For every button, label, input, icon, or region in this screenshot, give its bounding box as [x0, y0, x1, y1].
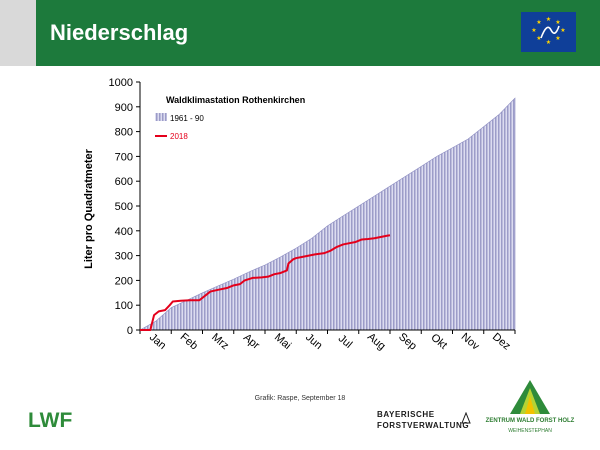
x-tick-label: Feb [178, 331, 200, 352]
precipitation-chart: 0 100 200 300 400 500 600 700 800 900 1000 Jan Feb Mr… [83, 77, 516, 353]
x-tick-label: Dez [490, 331, 513, 353]
legend-swatch-1961-90 [155, 113, 167, 121]
bayern-emblem-icon [461, 412, 471, 424]
legend-label-1961-90: 1961 - 90 [170, 114, 204, 123]
svg-text:★: ★ [546, 39, 551, 46]
x-tick-label: Apr [241, 332, 262, 352]
y-tick-label: 500 [115, 201, 133, 213]
y-tick-label: 600 [115, 176, 133, 188]
y-tick-label: 300 [115, 251, 133, 263]
y-tick-label: 100 [115, 300, 133, 312]
x-tick-label: Jul [336, 333, 354, 351]
legend: 1961 - 90 2018 [155, 113, 204, 141]
bayern-line-2: FORSTVERWALTUNG [377, 421, 470, 430]
x-tick-label: Jun [303, 331, 324, 352]
y-tick-label: 0 [127, 325, 133, 337]
zentrum-mountain-icon [510, 380, 550, 414]
area-1961-90 [138, 97, 516, 331]
lwf-logo: LWF [28, 408, 78, 432]
zentrum-line-2: WEIHENSTEPHAN [508, 428, 552, 434]
x-tick-label: Sep [396, 331, 419, 353]
y-tick-label: 900 [115, 102, 133, 114]
zentrum-logo: ZENTRUM WALD FORST HOLZ WEIHENSTEPHAN [480, 378, 580, 440]
y-axis-label: Liter pro Quadratmeter [83, 148, 95, 269]
line-series-2018 [140, 234, 391, 331]
bayern-line-1: BAYERISCHE [377, 410, 435, 419]
x-tick-label: Nov [459, 331, 482, 353]
svg-text:★: ★ [555, 19, 560, 26]
page-title: Niederschlag [50, 20, 189, 45]
chart-axes [136, 81, 516, 334]
x-tick-label: Mrz [209, 331, 231, 352]
y-tick-label: 800 [115, 127, 133, 139]
svg-text:★: ★ [546, 16, 551, 23]
x-tick-label: Mai [272, 331, 293, 352]
eu-flag-logo: ★ ★ ★ ★ ★ ★ ★ ★ [521, 12, 576, 52]
bayerische-forstverwaltung-logo: BAYERISCHE FORSTVERWALTUNG [377, 410, 471, 434]
y-tick-label: 400 [115, 226, 133, 238]
x-tick-label: Aug [365, 331, 388, 353]
chart-labels: 0 100 200 300 400 500 600 700 800 900 1000 Jan Feb Mr… [109, 77, 513, 353]
header-grey-block [0, 0, 36, 66]
svg-text:★: ★ [531, 27, 536, 34]
svg-text:LWF: LWF [28, 409, 72, 430]
svg-text:★: ★ [555, 35, 560, 42]
x-tick-label: Jan [147, 331, 168, 352]
svg-text:★: ★ [536, 35, 541, 42]
y-tick-label: 200 [115, 275, 133, 287]
area-series-1961-90 [138, 97, 516, 331]
header-green-bar [36, 0, 600, 66]
y-tick-label: 700 [115, 151, 133, 163]
legend-label-2018: 2018 [170, 132, 188, 141]
svg-text:★: ★ [536, 19, 541, 26]
zentrum-line-1: ZENTRUM WALD FORST HOLZ [485, 418, 575, 424]
chart-credit: Grafik: Raspe, September 18 [254, 395, 346, 402]
y-tick-label: 1000 [109, 77, 133, 89]
line-2018 [140, 234, 391, 331]
svg-text:★: ★ [560, 27, 565, 34]
chart-title: Waldklimastation Rothenkirchen [166, 95, 305, 105]
x-tick-label: Okt [428, 332, 449, 352]
header-bar: Niederschlag ★ ★ ★ ★ ★ ★ ★ ★ [0, 0, 600, 66]
